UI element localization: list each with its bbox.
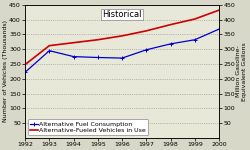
Alternative-Fueled Vehicles in Use [72,42,75,44]
Alternative Fuel Consumption [193,39,196,41]
Alternative Fuel Consumption [145,49,148,51]
Y-axis label: Number of Vehicles (Thousands): Number of Vehicles (Thousands) [3,20,8,122]
Alternative Fuel Consumption [24,71,26,73]
Alternative Fuel Consumption [96,57,99,58]
Alternative Fuel Consumption [218,28,220,30]
Alternative Fuel Consumption [120,57,124,59]
Alternative-Fueled Vehicles in Use [145,30,148,32]
Text: Historical: Historical [102,10,142,19]
Alternative-Fueled Vehicles in Use [218,9,220,11]
Alternative-Fueled Vehicles in Use [169,24,172,26]
Alternative-Fueled Vehicles in Use [96,39,99,41]
Alternative-Fueled Vehicles in Use [48,45,51,46]
Alternative Fuel Consumption [72,56,75,57]
Alternative-Fueled Vehicles in Use [24,64,26,66]
Line: Alternative Fuel Consumption: Alternative Fuel Consumption [23,27,221,74]
Alternative-Fueled Vehicles in Use [193,18,196,20]
Line: Alternative-Fueled Vehicles in Use: Alternative-Fueled Vehicles in Use [25,10,219,65]
Alternative Fuel Consumption [169,43,172,45]
Alternative Fuel Consumption [48,50,51,52]
Legend: Alternative Fuel Consumption, Alternative-Fueled Vehicles in Use: Alternative Fuel Consumption, Alternativ… [28,120,148,135]
Y-axis label: Million Gasoline-
Equivalent Gallons: Million Gasoline- Equivalent Gallons [236,42,247,101]
Alternative-Fueled Vehicles in Use [120,35,124,37]
